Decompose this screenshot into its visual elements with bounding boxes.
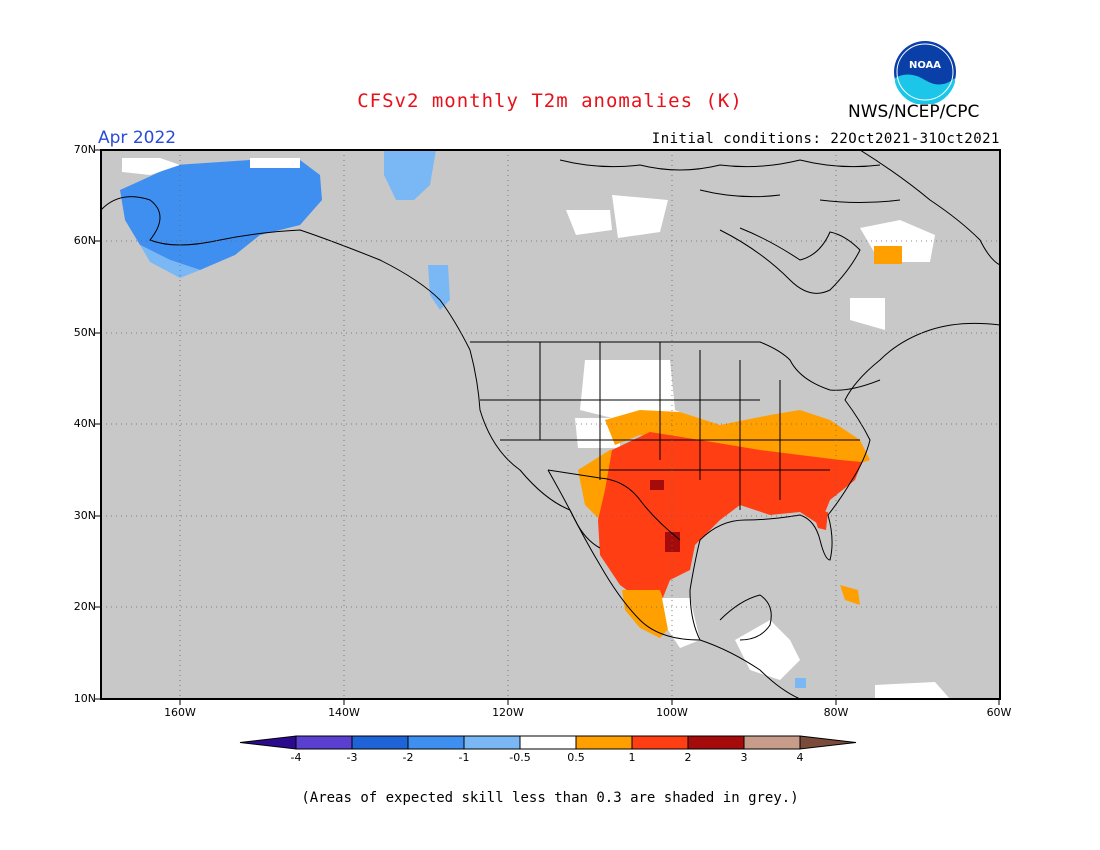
colorbar-box — [575, 735, 633, 750]
colorbar-box — [519, 735, 577, 750]
colorbar-box — [407, 735, 465, 750]
colorbar-box — [687, 735, 745, 750]
noaa-logo: NOAA — [893, 40, 957, 106]
arctic-white-3 — [612, 195, 668, 238]
greenland — [859, 150, 1000, 266]
alaska-anomaly — [120, 160, 322, 270]
colorbar-label: 3 — [740, 751, 748, 764]
lon-label-60W: 60W — [986, 706, 1012, 719]
colorbar-box — [743, 735, 801, 750]
tx-darkred — [665, 532, 680, 552]
bc-light — [428, 265, 450, 310]
colorbar — [239, 735, 857, 750]
hudson-bay — [719, 227, 861, 294]
skill-footnote: (Areas of expected skill less than 0.3 a… — [301, 790, 799, 806]
yucatan — [719, 594, 772, 641]
arctic-white-2 — [566, 210, 612, 235]
org-label: NWS/NCEP/CPC — [848, 102, 980, 122]
colorbar-box — [295, 735, 353, 750]
alaska-light — [140, 245, 200, 278]
yukon-light — [384, 150, 436, 200]
central-am-white — [735, 620, 800, 680]
colorbar-label: -3 — [346, 751, 358, 764]
colorbar-label: -1 — [458, 751, 470, 764]
lat-label-50N: 50N — [73, 326, 96, 339]
gulf-coast — [689, 322, 1000, 641]
colorbar-label: -2 — [402, 751, 414, 764]
ok-darkred — [650, 480, 664, 490]
lat-label-30N: 30N — [73, 509, 96, 522]
colorbar-label: 2 — [684, 751, 692, 764]
lat-label-70N: 70N — [73, 143, 96, 156]
colorbar-arrow-right — [799, 735, 857, 750]
lon-label-140W: 140W — [328, 706, 360, 719]
lon-label-80W: 80W — [823, 706, 849, 719]
south-red — [598, 432, 862, 600]
arctic-islands — [559, 159, 901, 203]
canada-white — [850, 298, 885, 330]
quebec-orange — [874, 246, 902, 264]
lon-label-160W: 160W — [164, 706, 196, 719]
lat-label-40N: 40N — [73, 417, 96, 430]
florida-red — [812, 510, 828, 530]
colorbar-box — [463, 735, 521, 750]
pacific-coast — [469, 349, 801, 699]
map-frame — [100, 149, 1001, 700]
alaska-white-n — [122, 158, 180, 175]
us-border — [470, 341, 881, 391]
colorbar-label: 0.5 — [567, 751, 585, 764]
states-1 — [480, 342, 860, 510]
colorbar-label: 4 — [796, 751, 804, 764]
colorbar-label: 1 — [628, 751, 636, 764]
mexico-white — [662, 598, 700, 648]
colorbar-label: -4 — [290, 751, 302, 764]
arctic-white-1 — [250, 158, 300, 168]
cuba-orange — [840, 585, 860, 605]
colorbar-box — [631, 735, 689, 750]
lat-label-60N: 60N — [73, 234, 96, 247]
lat-label-20N: 20N — [73, 600, 96, 613]
lon-label-120W: 120W — [492, 706, 524, 719]
nicaragua-blue — [795, 678, 806, 688]
colorbar-arrow-left — [239, 735, 297, 750]
sa-white — [875, 682, 950, 699]
initial-conditions: Initial conditions: 22Oct2021-31Oct2021 — [651, 131, 1000, 147]
mexico-orange — [622, 590, 672, 638]
baja — [547, 469, 601, 549]
alaska-coast — [101, 196, 471, 351]
logo-text: NOAA — [909, 60, 941, 71]
chart-title: CFSv2 monthly T2m anomalies (K) — [357, 90, 743, 112]
lon-label-100W: 100W — [656, 706, 688, 719]
mexico-border — [547, 469, 681, 541]
forecast-month: Apr 2022 — [98, 128, 177, 148]
colorbar-box — [351, 735, 409, 750]
colorbar-label: -0.5 — [509, 751, 531, 764]
lat-label-10N: 10N — [73, 692, 96, 705]
coastline-layer — [101, 150, 1000, 699]
